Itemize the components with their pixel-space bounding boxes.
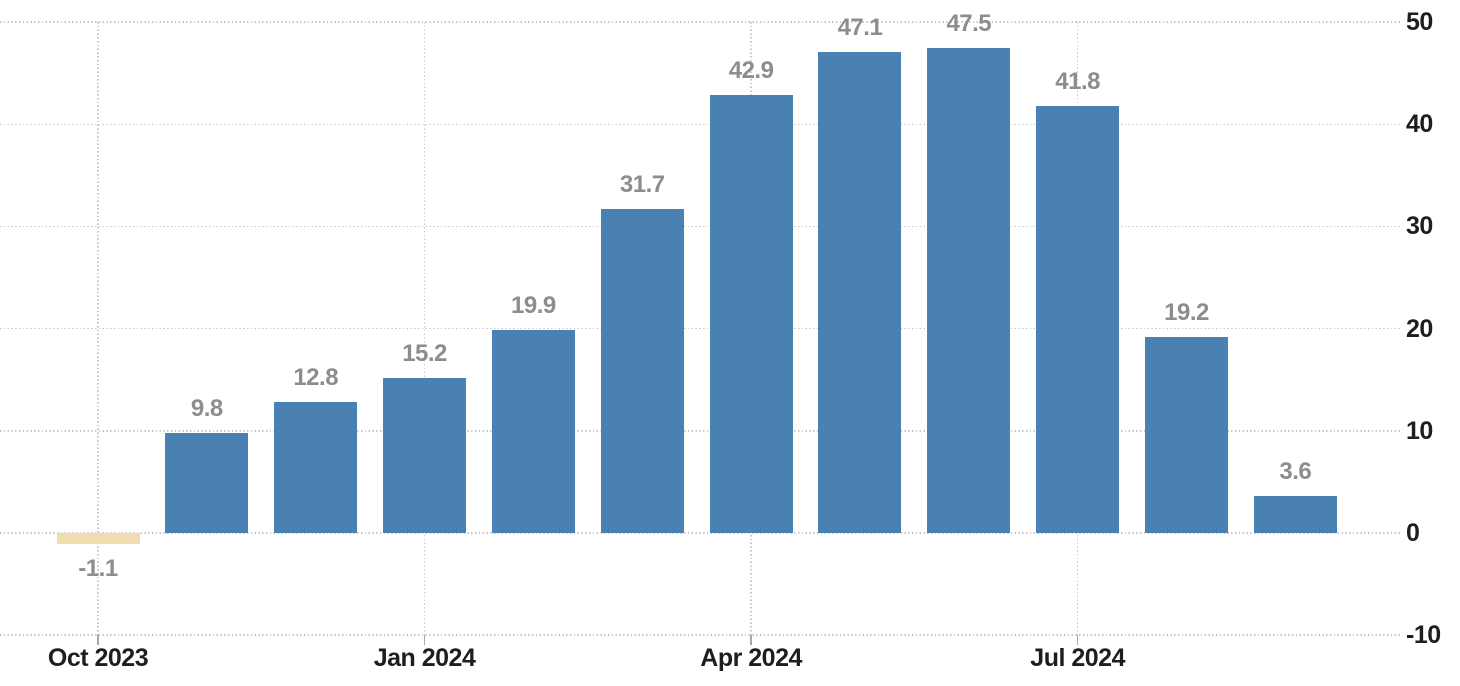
bar — [600, 209, 684, 533]
bar — [56, 533, 140, 545]
x-axis-tick — [97, 635, 99, 645]
bar-value-label: 47.1 — [837, 13, 883, 41]
bar — [1253, 496, 1337, 533]
bar — [709, 94, 793, 533]
bar — [274, 402, 358, 533]
x-axis-tick — [750, 635, 752, 645]
bar-value-label: -1.1 — [78, 555, 118, 583]
y-axis-tick-label: 40 — [1406, 110, 1433, 139]
x-axis-tick-label: Apr 2024 — [700, 644, 802, 672]
x-axis-tick-label: Oct 2023 — [47, 644, 149, 672]
x-axis-tick — [1076, 635, 1079, 645]
bar — [818, 51, 902, 533]
bar — [927, 47, 1011, 533]
v-gridline — [423, 22, 426, 635]
bar-value-label: 12.8 — [293, 364, 339, 392]
bar — [1145, 336, 1228, 533]
h-gridline — [0, 634, 1400, 636]
bar-value-label: 31.7 — [619, 171, 665, 199]
bar-value-label: 19.9 — [511, 291, 556, 319]
bar — [1036, 105, 1120, 533]
y-axis-tick-label: 10 — [1406, 416, 1433, 445]
x-axis-tick-label: Jul 2024 — [1030, 644, 1125, 672]
h-gridline — [0, 327, 1400, 330]
h-gridline — [0, 430, 1400, 432]
bar — [491, 329, 575, 533]
h-gridline — [0, 123, 1400, 126]
bar-value-label: 47.5 — [946, 9, 992, 37]
x-axis-tick-label: Jan 2024 — [373, 644, 476, 672]
h-gridline — [0, 21, 1400, 23]
x-axis-tick — [423, 635, 426, 645]
y-axis-tick-label: -10 — [1406, 621, 1441, 650]
bar-value-label: 3.6 — [1279, 458, 1312, 486]
h-gridline — [0, 532, 1400, 534]
bar — [383, 377, 467, 533]
bar-value-label: 9.8 — [190, 394, 223, 422]
y-axis-tick-label: 0 — [1406, 519, 1420, 547]
v-gridline — [97, 22, 99, 635]
h-gridline — [0, 225, 1400, 228]
bar-value-label: 19.2 — [1164, 298, 1209, 326]
bar-value-label: 41.8 — [1055, 67, 1100, 95]
bar — [165, 432, 249, 533]
y-axis-tick-label: 50 — [1406, 8, 1433, 37]
y-axis-tick-label: 30 — [1406, 212, 1433, 241]
bar-value-label: 42.9 — [728, 56, 774, 84]
bar-value-label: 15.2 — [402, 339, 447, 367]
y-axis-tick-label: 20 — [1406, 314, 1433, 343]
